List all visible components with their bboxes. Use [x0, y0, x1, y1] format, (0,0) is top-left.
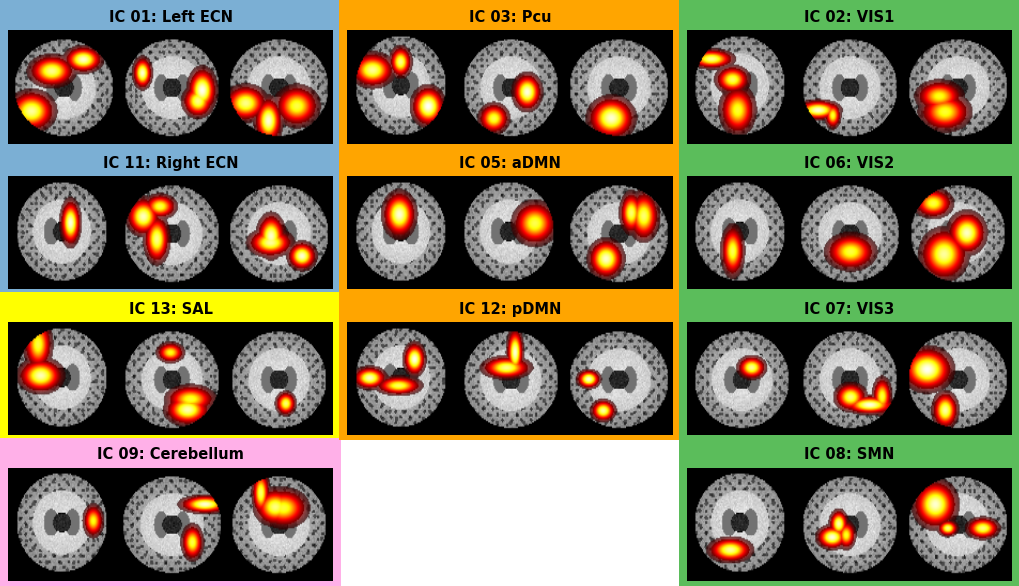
Text: IC 13: SAL: IC 13: SAL — [128, 302, 213, 316]
Text: IC 12: pDMN: IC 12: pDMN — [459, 302, 560, 316]
Text: IC 05: aDMN: IC 05: aDMN — [459, 156, 560, 171]
Text: IC 06: VIS2: IC 06: VIS2 — [803, 156, 894, 171]
Text: IC 11: Right ECN: IC 11: Right ECN — [103, 156, 238, 171]
Text: IC 02: VIS1: IC 02: VIS1 — [803, 10, 894, 25]
Text: IC 09: Cerebellum: IC 09: Cerebellum — [97, 448, 244, 462]
Text: IC 08: SMN: IC 08: SMN — [803, 448, 894, 462]
Text: IC 01: Left ECN: IC 01: Left ECN — [109, 10, 232, 25]
Text: IC 07: VIS3: IC 07: VIS3 — [803, 302, 894, 316]
Text: IC 03: Pcu: IC 03: Pcu — [469, 10, 550, 25]
